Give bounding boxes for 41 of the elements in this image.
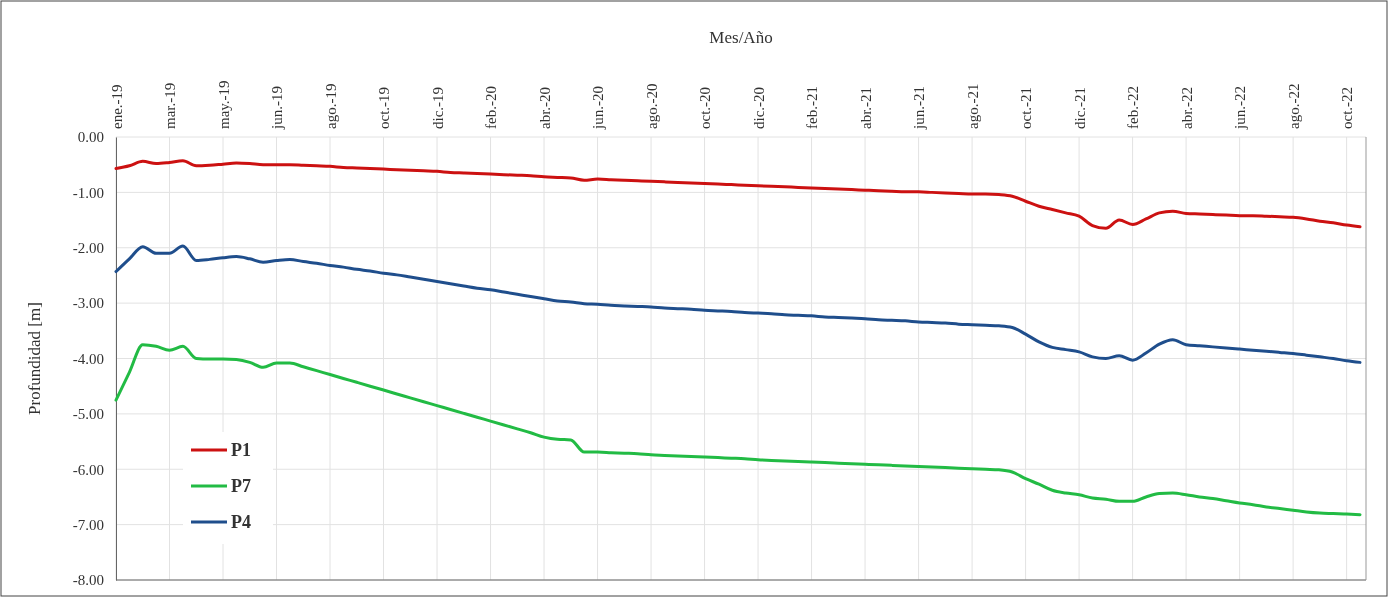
y-tick-label: 0.00	[77, 129, 104, 146]
x-tick-label: oct.-20	[697, 86, 714, 129]
x-tick-label: ago.-21	[964, 83, 981, 129]
y-tick-label: -5.00	[72, 406, 104, 423]
x-tick-label: jun.-19	[269, 86, 286, 130]
x-tick-label: feb.-22	[1125, 86, 1142, 129]
x-axis-title: Mes/Año	[709, 28, 773, 47]
x-tick-label: ago.-19	[322, 83, 339, 129]
x-tick-label: abr.-22	[1178, 86, 1195, 129]
x-tick-label: ago.-20	[643, 83, 660, 129]
x-tick-label: ago.-22	[1285, 83, 1302, 129]
x-tick-label: oct.-22	[1339, 86, 1356, 129]
x-tick-label: oct.-21	[1018, 86, 1035, 129]
x-tick-label: may.-19	[215, 80, 232, 129]
x-tick-label: dic.-19	[429, 86, 446, 129]
x-tick-label: feb.-20	[483, 86, 500, 129]
legend-label: P4	[231, 512, 251, 532]
y-tick-label: -2.00	[72, 240, 104, 257]
x-tick-label: dic.-21	[1071, 86, 1088, 129]
x-tick-label: dic.-20	[750, 86, 767, 129]
y-tick-label: -8.00	[72, 572, 104, 589]
x-tick-label: abr.-21	[857, 86, 874, 129]
y-tick-label: -6.00	[72, 461, 104, 478]
x-tick-label: oct.-19	[376, 86, 393, 129]
x-tick-label: jun.-20	[590, 86, 607, 130]
legend-label: P7	[231, 476, 251, 496]
line-series	[114, 343, 1362, 517]
x-tick-label: jun.-21	[911, 86, 928, 130]
line-series	[114, 159, 1362, 230]
x-tick-label: ene.-19	[108, 84, 125, 129]
y-axis-title: Profundidad [m]	[25, 302, 44, 415]
legend-label: P1	[231, 440, 251, 460]
y-tick-label: -3.00	[72, 295, 104, 312]
x-tick-label: mar.-19	[162, 82, 179, 129]
x-tick-label: abr.-20	[536, 86, 553, 129]
x-tick-label: feb.-21	[804, 86, 821, 129]
line-series	[114, 244, 1362, 364]
y-tick-label: -7.00	[72, 516, 104, 533]
x-tick-label: jun.-22	[1232, 86, 1249, 130]
y-tick-label: -4.00	[72, 350, 104, 367]
y-tick-label: -1.00	[72, 184, 104, 201]
